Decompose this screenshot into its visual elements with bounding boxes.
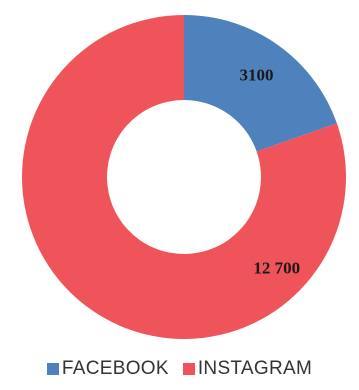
legend-swatch-facebook [46,363,59,375]
legend-item-instagram[interactable]: INSTAGRAM [182,358,313,380]
data-label-instagram: 12 700 [253,258,300,277]
legend-label-facebook: FACEBOOK [61,358,169,379]
legend-item-facebook[interactable]: FACEBOOK [46,358,169,380]
legend-swatch-instagram [182,363,195,375]
slice-instagram[interactable] [22,15,347,339]
data-label-facebook: 3100 [240,66,274,85]
donut-chart: 3100 12 700 [22,15,347,339]
slice-facebook[interactable] [184,15,337,152]
legend-label-instagram: INSTAGRAM [197,358,313,379]
chart-legend: FACEBOOK INSTAGRAM [0,358,359,380]
